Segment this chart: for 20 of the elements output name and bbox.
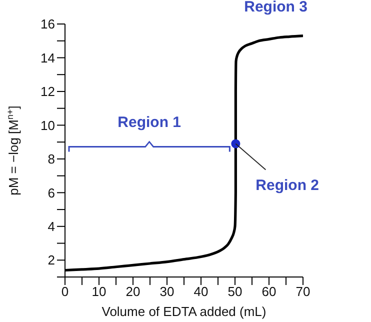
x-tick-label: 10 (92, 284, 106, 300)
annotation: Region 2 (256, 176, 320, 194)
y-tick-label: 4 (48, 219, 55, 234)
x-axis-title: Volume of EDTA added (mL) (102, 304, 266, 319)
annotation: Region 1 (118, 114, 182, 131)
y-tick-label: 16 (40, 16, 55, 32)
annotation: Region 3 (244, 0, 308, 16)
y-tick-label: 10 (40, 118, 55, 133)
x-tick-label: 70 (296, 284, 310, 300)
y-tick-label: 14 (40, 50, 55, 66)
x-tick-label: 20 (126, 284, 140, 300)
x-tick-label: 40 (194, 284, 208, 300)
x-tick-label: 50 (228, 284, 242, 300)
x-tick-label: 0 (61, 284, 69, 300)
y-tick-label: 6 (48, 185, 55, 200)
y-tick-label: 12 (40, 84, 55, 100)
x-tick-label: 30 (160, 284, 174, 300)
y-tick-label: 2 (48, 252, 55, 268)
x-tick-label: 60 (262, 284, 276, 300)
y-tick-label: 8 (48, 152, 55, 167)
